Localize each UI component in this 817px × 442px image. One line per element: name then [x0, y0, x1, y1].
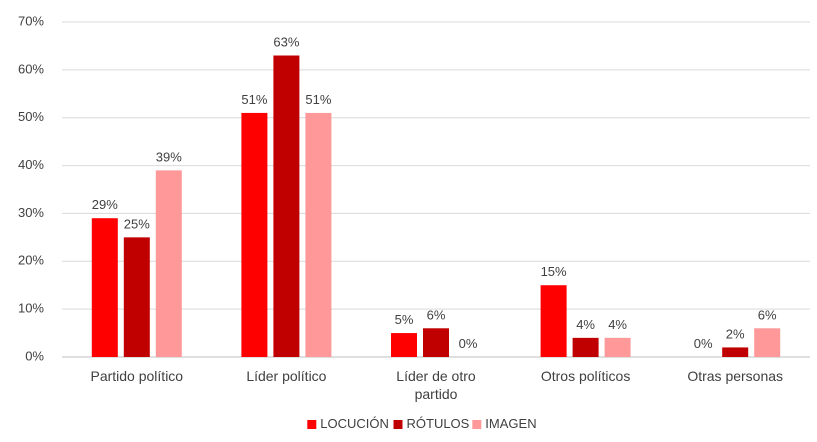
bar-rótulos-3: [572, 337, 599, 357]
data-label: 15%: [541, 264, 567, 279]
y-tick-label: 50%: [18, 109, 44, 124]
bar-locución-0: [91, 218, 118, 357]
bar-rótulos-0: [123, 237, 150, 357]
x-tick-label: Líder de otro partido: [396, 368, 476, 402]
data-label: 6%: [427, 307, 446, 322]
y-tick-label: 60%: [18, 61, 44, 76]
bar-imagen-3: [604, 337, 631, 357]
data-label: 4%: [608, 317, 627, 332]
legend-item-imagen: IMAGEN: [472, 416, 537, 431]
x-tick-label: Líder político: [246, 368, 326, 384]
data-label: 0%: [459, 336, 478, 351]
legend-swatch: [472, 420, 482, 429]
y-tick-label: 30%: [18, 205, 44, 220]
y-tick-label: 0%: [25, 348, 44, 363]
x-tick-label: Otros políticos: [541, 368, 630, 384]
bar-locución-2: [391, 333, 417, 357]
y-tick-label: 40%: [18, 157, 44, 172]
legend: LOCUCIÓN RÓTULOS IMAGEN: [307, 416, 537, 431]
bar-rótulos-4: [722, 347, 749, 357]
x-tick-label: Otras personas: [687, 368, 783, 384]
x-tick-label: Partido político: [90, 368, 183, 384]
data-label: 6%: [758, 307, 777, 322]
data-label: 4%: [576, 317, 595, 332]
data-label: 39%: [156, 149, 182, 164]
data-label: 5%: [395, 312, 414, 327]
legend-item-rótulos: RÓTULOS: [393, 416, 470, 431]
bar-imagen-4: [754, 328, 781, 357]
bars: [91, 55, 781, 357]
legend-label: RÓTULOS: [407, 416, 470, 431]
x-axis: Partido político Líder político Líder de o…: [90, 368, 783, 402]
data-label: 2%: [726, 326, 745, 341]
legend-item-locución: LOCUCIÓN: [307, 416, 389, 431]
legend-swatch: [393, 420, 403, 429]
data-label: 63%: [273, 35, 299, 50]
bar-rótulos-1: [273, 55, 300, 357]
legend-label: LOCUCIÓN: [320, 416, 389, 431]
y-axis: 0% 10% 20% 30% 40% 50% 60% 70%: [18, 13, 44, 363]
legend-swatch: [307, 420, 317, 429]
bar-locución-3: [540, 285, 567, 357]
bar-imagen-0: [155, 170, 182, 357]
bar-imagen-1: [305, 112, 332, 357]
legend-label: IMAGEN: [485, 416, 536, 431]
data-label: 29%: [92, 197, 118, 212]
bar-rótulos-2: [423, 328, 449, 357]
y-tick-label: 70%: [18, 13, 44, 28]
data-label: 0%: [694, 336, 713, 351]
bar-locución-1: [241, 112, 268, 357]
y-tick-label: 20%: [18, 253, 44, 268]
data-label: 25%: [124, 216, 150, 231]
y-tick-label: 10%: [18, 301, 44, 316]
data-labels: 29% 25% 39% 51% 63% 51% 5% 6% 0% 15% 4% 4% 0% 2% 6%: [92, 35, 777, 352]
data-label: 51%: [305, 92, 331, 107]
data-label: 51%: [241, 92, 267, 107]
gridlines: [62, 21, 810, 358]
